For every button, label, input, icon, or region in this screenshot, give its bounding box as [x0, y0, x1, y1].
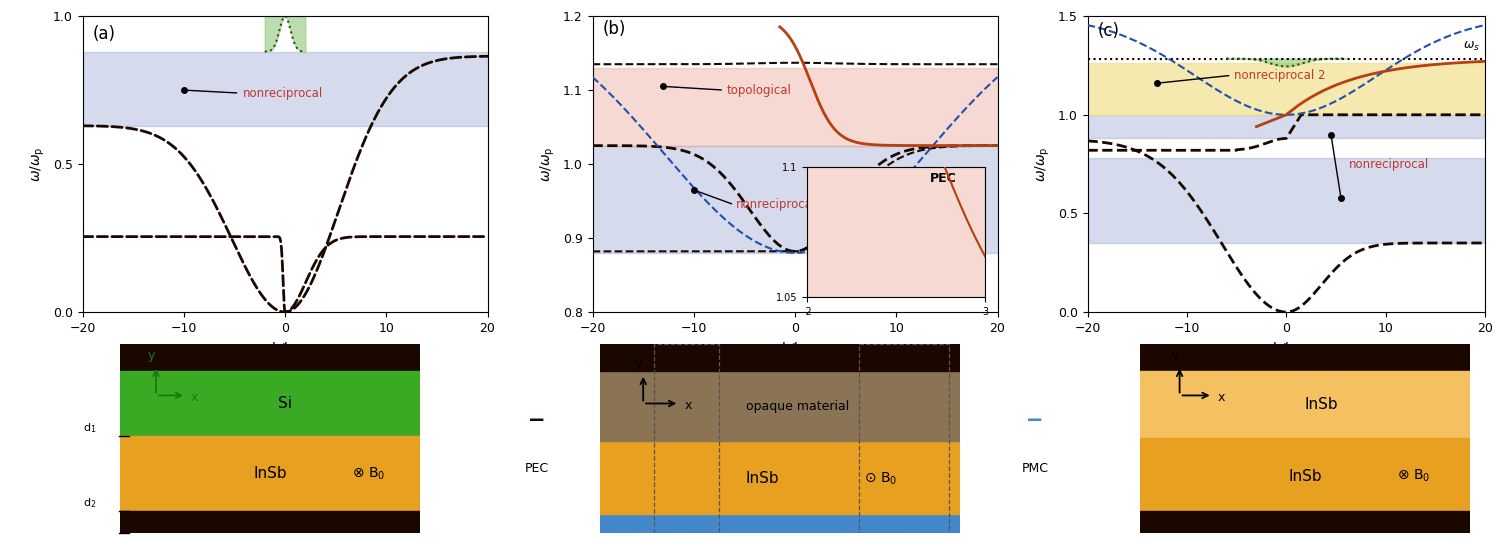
Bar [592, 68, 998, 146]
Text: (c): (c) [1098, 22, 1119, 40]
Text: x: x [190, 391, 198, 404]
Bar [859, 344, 950, 533]
Y-axis label: $\omega$/$\omega_\mathrm{p}$: $\omega$/$\omega_\mathrm{p}$ [538, 146, 556, 182]
Bar [120, 344, 420, 371]
Bar [1140, 511, 1470, 533]
Bar [120, 371, 420, 436]
Text: (b): (b) [603, 20, 625, 38]
Text: d$_2$: d$_2$ [82, 496, 96, 510]
Text: topological: topological [726, 83, 790, 97]
Text: PEC: PEC [525, 462, 549, 475]
Bar [592, 146, 998, 253]
Bar [654, 344, 718, 533]
Text: InSb: InSb [1288, 469, 1322, 484]
Bar [120, 436, 420, 511]
Text: y: y [148, 349, 156, 362]
Text: —: — [531, 409, 543, 430]
Text: y: y [1172, 349, 1179, 362]
Y-axis label: $\omega$/$\omega_\mathrm{p}$: $\omega$/$\omega_\mathrm{p}$ [28, 146, 46, 182]
Text: opaque material: opaque material [747, 400, 849, 413]
X-axis label: k/k$_\mathrm{p}$: k/k$_\mathrm{p}$ [780, 341, 810, 359]
Bar [1088, 115, 1485, 138]
Text: x: x [684, 399, 692, 412]
Bar [600, 371, 960, 441]
Text: PMC: PMC [1022, 462, 1048, 475]
Bar [1140, 371, 1470, 438]
Text: InSb: InSb [254, 466, 286, 481]
Text: —: — [1029, 409, 1041, 430]
Text: x: x [1218, 391, 1225, 404]
Text: d$_1$: d$_1$ [82, 421, 96, 435]
Text: $\otimes$ B$_0$: $\otimes$ B$_0$ [1398, 468, 1431, 484]
Text: $\otimes$ B$_0$: $\otimes$ B$_0$ [352, 465, 386, 482]
Bar [1088, 63, 1485, 115]
Text: nonreciprocal 2: nonreciprocal 2 [1233, 69, 1324, 82]
X-axis label: k/k$_\mathrm{p}$: k/k$_\mathrm{p}$ [270, 341, 300, 359]
Bar [600, 514, 960, 533]
Bar [600, 441, 960, 514]
Text: (a): (a) [93, 25, 116, 43]
Bar [1140, 438, 1470, 511]
Text: nonreciprocal: nonreciprocal [1348, 158, 1430, 171]
Text: nonreciprocal: nonreciprocal [243, 87, 322, 100]
Text: InSb: InSb [746, 471, 778, 486]
Text: nonreciprocal: nonreciprocal [736, 199, 816, 211]
Text: $\omega_s$: $\omega_s$ [1462, 39, 1480, 53]
Text: Si: Si [278, 396, 292, 411]
Bar [1088, 158, 1485, 243]
X-axis label: k/k$_\mathrm{p}$: k/k$_\mathrm{p}$ [1272, 341, 1300, 359]
Bar [120, 511, 420, 533]
Text: $\odot$ B$_0$: $\odot$ B$_0$ [864, 471, 897, 487]
Text: y: y [634, 357, 642, 370]
Bar [600, 344, 960, 371]
Bar [1140, 344, 1470, 371]
Y-axis label: $\omega$/$\omega_\mathrm{p}$: $\omega$/$\omega_\mathrm{p}$ [1034, 146, 1052, 182]
Bar [82, 52, 488, 126]
Text: InSb: InSb [1305, 397, 1338, 412]
